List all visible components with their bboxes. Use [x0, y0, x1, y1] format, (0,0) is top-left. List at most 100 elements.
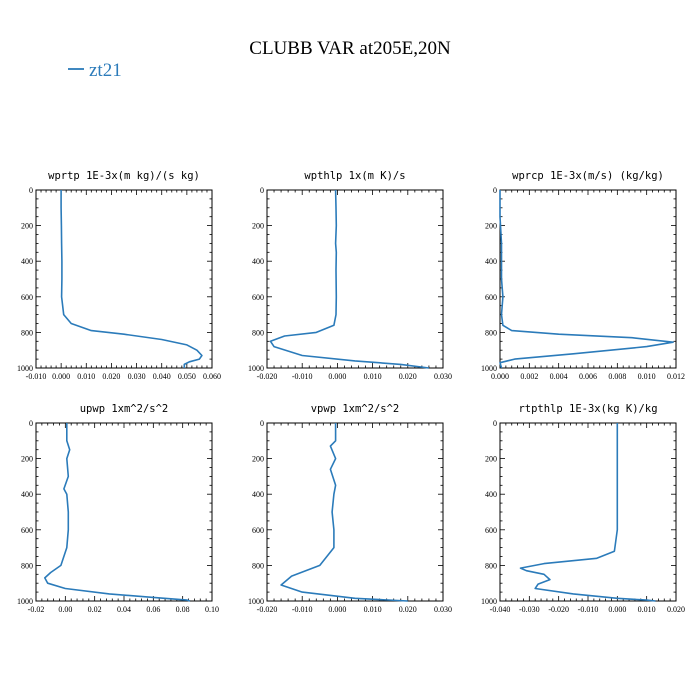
y-tick-label: 200 — [21, 222, 33, 231]
x-tick-label: -0.010 — [292, 605, 313, 614]
x-tick-label: 0.00 — [58, 605, 72, 614]
y-tick-label: 0 — [260, 419, 264, 428]
series-line-zt21 — [280, 423, 408, 602]
y-tick-label: 600 — [485, 526, 497, 535]
panel-1: wprtp 1E-3x(m kg)/(s kg) -0.010 0.000 0.010… — [17, 170, 221, 381]
x-tick-label: 0.010 — [638, 605, 656, 614]
y-tick-label: 200 — [485, 455, 497, 464]
y-tick-label: 600 — [252, 526, 264, 535]
x-tick-label: -0.02 — [28, 605, 45, 614]
y-tick-label: 200 — [21, 455, 33, 464]
panel-title: upwp 1xm^2/s^2 — [80, 403, 169, 415]
y-tick-label: 200 — [252, 222, 264, 231]
y-tick-label: 1000 — [481, 364, 497, 373]
x-tick-label: 0.08 — [176, 605, 190, 614]
x-tick-label: 0.020 — [667, 605, 685, 614]
y-tick-label: 800 — [21, 328, 33, 337]
y-tick-label: 200 — [252, 455, 264, 464]
series-line-zt21 — [499, 190, 674, 369]
y-tick-label: 400 — [485, 490, 497, 499]
y-tick-label: 1000 — [17, 364, 33, 373]
panel-title: rtpthlp 1E-3x(kg K)/kg — [518, 403, 657, 415]
y-tick-label: 0 — [493, 186, 497, 195]
y-tick-label: 1000 — [248, 597, 264, 606]
panel-2: wpthlp 1x(m K)/s -0.020 -0.010 0.000 0.010 0.… — [248, 170, 452, 381]
x-tick-label: 0.010 — [638, 372, 656, 381]
x-tick-label: 0.06 — [146, 605, 160, 614]
x-tick-label: 0.02 — [88, 605, 102, 614]
x-tick-label: 0.010 — [364, 372, 382, 381]
y-tick-label: 600 — [21, 293, 33, 302]
x-tick-label: 0.050 — [178, 372, 196, 381]
x-tick-label: 0.040 — [153, 372, 171, 381]
panel-title: wprcp 1E-3x(m/s) (kg/kg) — [512, 170, 664, 182]
panel-3: wprcp 1E-3x(m/s) (kg/kg) 0.000 0.002 0.004 0… — [481, 170, 685, 381]
panel-5: vpwp 1xm^2/s^2 -0.020 -0.010 0.000 0.010 0.02… — [248, 403, 452, 614]
y-tick-label: 400 — [252, 257, 264, 266]
x-tick-label: 0.10 — [205, 605, 219, 614]
x-tick-label: 0.020 — [399, 605, 417, 614]
series-line-zt21 — [60, 190, 203, 368]
x-tick-label: 0.020 — [102, 372, 120, 381]
y-tick-label: 1000 — [17, 597, 33, 606]
y-tick-label: 0 — [260, 186, 264, 195]
series-line-zt21 — [269, 189, 430, 369]
x-tick-label: -0.030 — [519, 605, 540, 614]
x-tick-label: 0.04 — [117, 605, 131, 614]
x-tick-label: 0.002 — [520, 372, 538, 381]
y-tick-label: 800 — [485, 328, 497, 337]
y-tick-label: 800 — [485, 561, 497, 570]
y-tick-label: 0 — [29, 186, 33, 195]
y-tick-label: 200 — [485, 222, 497, 231]
y-tick-label: 600 — [252, 293, 264, 302]
legend-label: zt21 — [89, 60, 122, 81]
y-tick-label: 400 — [21, 257, 33, 266]
x-tick-label: 0.000 — [491, 372, 509, 381]
y-tick-label: 800 — [252, 561, 264, 570]
x-tick-label: 0.030 — [128, 372, 146, 381]
x-tick-label: 0.000 — [328, 605, 346, 614]
figure-title: CLUBB VAR at205E,20N — [249, 38, 451, 59]
x-tick-label: 0.010 — [364, 605, 382, 614]
panels: wprtp 1E-3x(m kg)/(s kg)-0.010 0.000 0.010… — [17, 170, 685, 614]
x-tick-label: -0.010 — [292, 372, 313, 381]
x-tick-label: 0.008 — [608, 372, 626, 381]
y-tick-label: 600 — [485, 293, 497, 302]
series-line-zt21 — [519, 423, 656, 602]
x-tick-label: -0.010 — [26, 372, 47, 381]
y-tick-label: 400 — [21, 490, 33, 499]
x-tick-label: -0.020 — [257, 372, 278, 381]
panel-title: vpwp 1xm^2/s^2 — [311, 403, 400, 415]
x-tick-label: 0.060 — [203, 372, 221, 381]
x-tick-label: 0.012 — [667, 372, 685, 381]
x-tick-label: -0.010 — [578, 605, 599, 614]
y-tick-label: 400 — [485, 257, 497, 266]
x-tick-label: 0.030 — [434, 372, 452, 381]
x-tick-label: 0.010 — [77, 372, 95, 381]
x-tick-label: 0.000 — [52, 372, 70, 381]
x-tick-label: 0.030 — [434, 605, 452, 614]
y-tick-label: 1000 — [248, 364, 264, 373]
panel-6: rtpthlp 1E-3x(kg K)/kg -0.040 -0.030 -0.020… — [481, 403, 685, 614]
x-tick-label: 0.000 — [328, 372, 346, 381]
x-tick-label: 0.000 — [608, 605, 626, 614]
y-tick-label: 1000 — [481, 597, 497, 606]
x-tick-label: 0.006 — [579, 372, 597, 381]
y-tick-label: 600 — [21, 526, 33, 535]
panel-title: wprtp 1E-3x(m kg)/(s kg) — [48, 170, 200, 182]
y-tick-label: 0 — [29, 419, 33, 428]
x-tick-label: -0.020 — [548, 605, 569, 614]
legend: zt21 — [68, 60, 122, 81]
y-tick-label: 0 — [493, 419, 497, 428]
panel-title: wpthlp 1x(m K)/s — [304, 170, 405, 182]
series-line-zt21 — [43, 423, 191, 602]
y-tick-label: 800 — [252, 328, 264, 337]
y-tick-label: 400 — [252, 490, 264, 499]
y-tick-label: 800 — [21, 561, 33, 570]
x-tick-label: -0.020 — [257, 605, 278, 614]
x-tick-label: 0.020 — [399, 372, 417, 381]
panel-4: upwp 1xm^2/s^2 -0.02 0.00 0.02 0.04 0.06 0.08 0… — [17, 403, 219, 614]
x-tick-label: 0.004 — [550, 372, 568, 381]
x-tick-label: -0.040 — [490, 605, 511, 614]
